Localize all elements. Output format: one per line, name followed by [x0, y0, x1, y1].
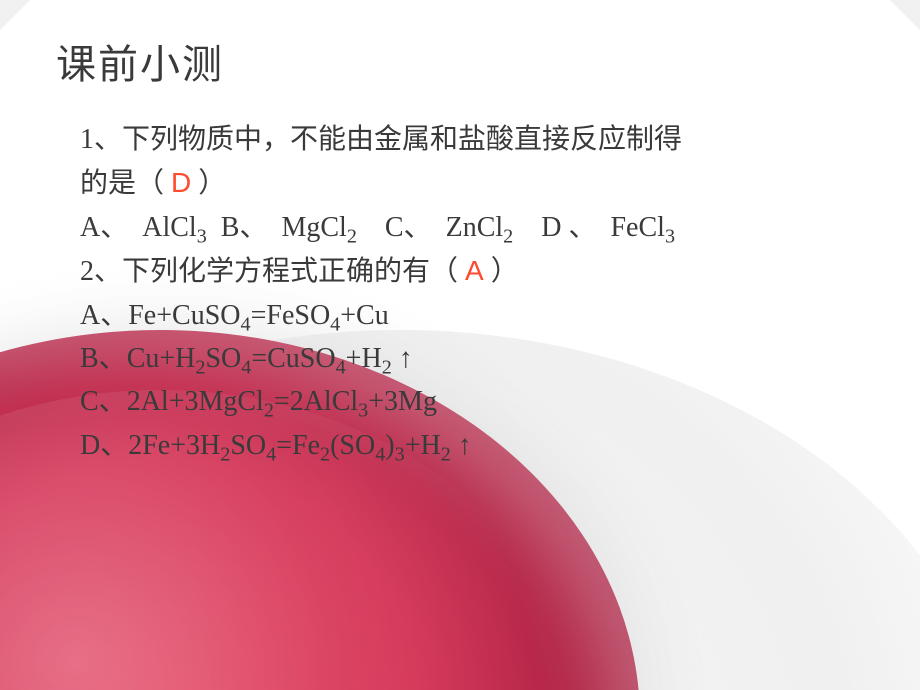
q2-d-p6: +H — [405, 430, 441, 461]
q2-c-s2: 3 — [358, 400, 368, 422]
q2-b-p1: Cu+H — [127, 343, 196, 374]
q2-stem-suffix: ） — [484, 256, 519, 287]
q1-opt-c-label: C、 — [385, 212, 432, 243]
q2-c-p3: +3Mg — [368, 386, 437, 417]
q2-b-s1: 2 — [195, 357, 205, 379]
q2-d-p1: 2Fe+3H — [128, 430, 220, 461]
q1-opt-d-label: D 、 — [541, 212, 596, 243]
q1-opt-c-formula: ZnCl — [446, 212, 504, 243]
q1-stem-line2: 的是（ D ） — [80, 161, 880, 205]
q2-b-s3: 4 — [336, 357, 346, 379]
q2-a-p1: Fe+CuSO — [128, 300, 240, 331]
q2-opt-c: C、2Al+3MgCl2=2AlCl3+3Mg — [80, 380, 880, 423]
q2-stem: 2、下列化学方程式正确的有（ A ） — [80, 249, 880, 293]
q1-opt-b-label: B、 — [221, 212, 268, 243]
q2-d-p3: =Fe — [276, 430, 320, 461]
q2-c-p2: =2AlCl — [274, 386, 358, 417]
q2-a-p2: =FeSO — [251, 300, 331, 331]
q2-opt-d: D、2Fe+3H2SO4=Fe2(SO4)3+H2 ↑ — [80, 424, 880, 467]
q2-d-p4: (SO — [330, 430, 375, 461]
q1-opt-d-formula: FeCl — [610, 212, 664, 243]
q2-d-label: D、 — [80, 430, 128, 461]
q2-a-p3: +Cu — [340, 300, 388, 331]
q2-b-p2: SO — [205, 343, 241, 374]
q2-b-p4: +H — [346, 343, 382, 374]
q2-d-s1: 2 — [220, 443, 230, 465]
q2-d-s2: 4 — [266, 443, 276, 465]
slide-body: 1、下列物质中，不能由金属和盐酸直接反应制得 的是（ D ） A、 AlCl3 … — [80, 118, 880, 467]
q2-stem-prefix: 2、下列化学方程式正确的有（ — [80, 256, 465, 287]
q2-opt-a: A、Fe+CuSO4=FeSO4+Cu — [80, 294, 880, 337]
q1-opt-d-sub: 3 — [665, 225, 675, 247]
q2-a-s1: 4 — [241, 313, 251, 335]
q2-c-label: C、 — [80, 386, 127, 417]
q2-d-s3: 2 — [320, 443, 330, 465]
q1-answer: D — [171, 167, 191, 198]
q2-b-label: B、 — [80, 343, 127, 374]
corner-top-left — [0, 0, 30, 30]
q1-opt-c-sub: 2 — [503, 225, 513, 247]
q2-d-s5: 3 — [395, 443, 405, 465]
q2-c-p1: 2Al+3MgCl — [127, 386, 264, 417]
q2-a-s2: 4 — [330, 313, 340, 335]
q2-b-s4: 2 — [382, 357, 392, 379]
q1-stem-prefix: 的是（ — [80, 168, 171, 199]
q1-opt-a-sub: 3 — [197, 225, 207, 247]
q1-stem-suffix: ） — [191, 168, 226, 199]
q2-d-s4: 4 — [375, 443, 385, 465]
slide: 课前小测 1、下列物质中，不能由金属和盐酸直接反应制得 的是（ D ） A、 A… — [0, 0, 920, 690]
q2-d-p2: SO — [230, 430, 266, 461]
q2-d-arrow: ↑ — [451, 430, 472, 461]
slide-title: 课前小测 — [56, 32, 224, 90]
q1-opt-b-sub: 2 — [347, 225, 357, 247]
q2-d-s6: 2 — [441, 443, 451, 465]
q2-answer: A — [465, 255, 484, 286]
q2-a-label: A、 — [80, 300, 128, 331]
q1-opt-b-formula: MgCl — [281, 212, 346, 243]
q2-c-s1: 2 — [264, 400, 274, 422]
q1-opt-a-label: A、 — [80, 212, 128, 243]
q2-b-p3: =CuSO — [251, 343, 335, 374]
q2-b-arrow: ↑ — [392, 343, 413, 374]
q2-d-p5: ) — [385, 430, 394, 461]
q1-opt-a-formula: AlCl — [142, 212, 196, 243]
q1-stem-line1: 1、下列物质中，不能由金属和盐酸直接反应制得 — [80, 118, 880, 161]
corner-top-right — [890, 0, 920, 30]
q1-options: A、 AlCl3 B、 MgCl2 C、 ZnCl2 D 、 FeCl3 — [80, 206, 880, 249]
q2-b-s2: 4 — [241, 357, 251, 379]
q2-opt-b: B、Cu+H2SO4=CuSO4+H2 ↑ — [80, 337, 880, 380]
